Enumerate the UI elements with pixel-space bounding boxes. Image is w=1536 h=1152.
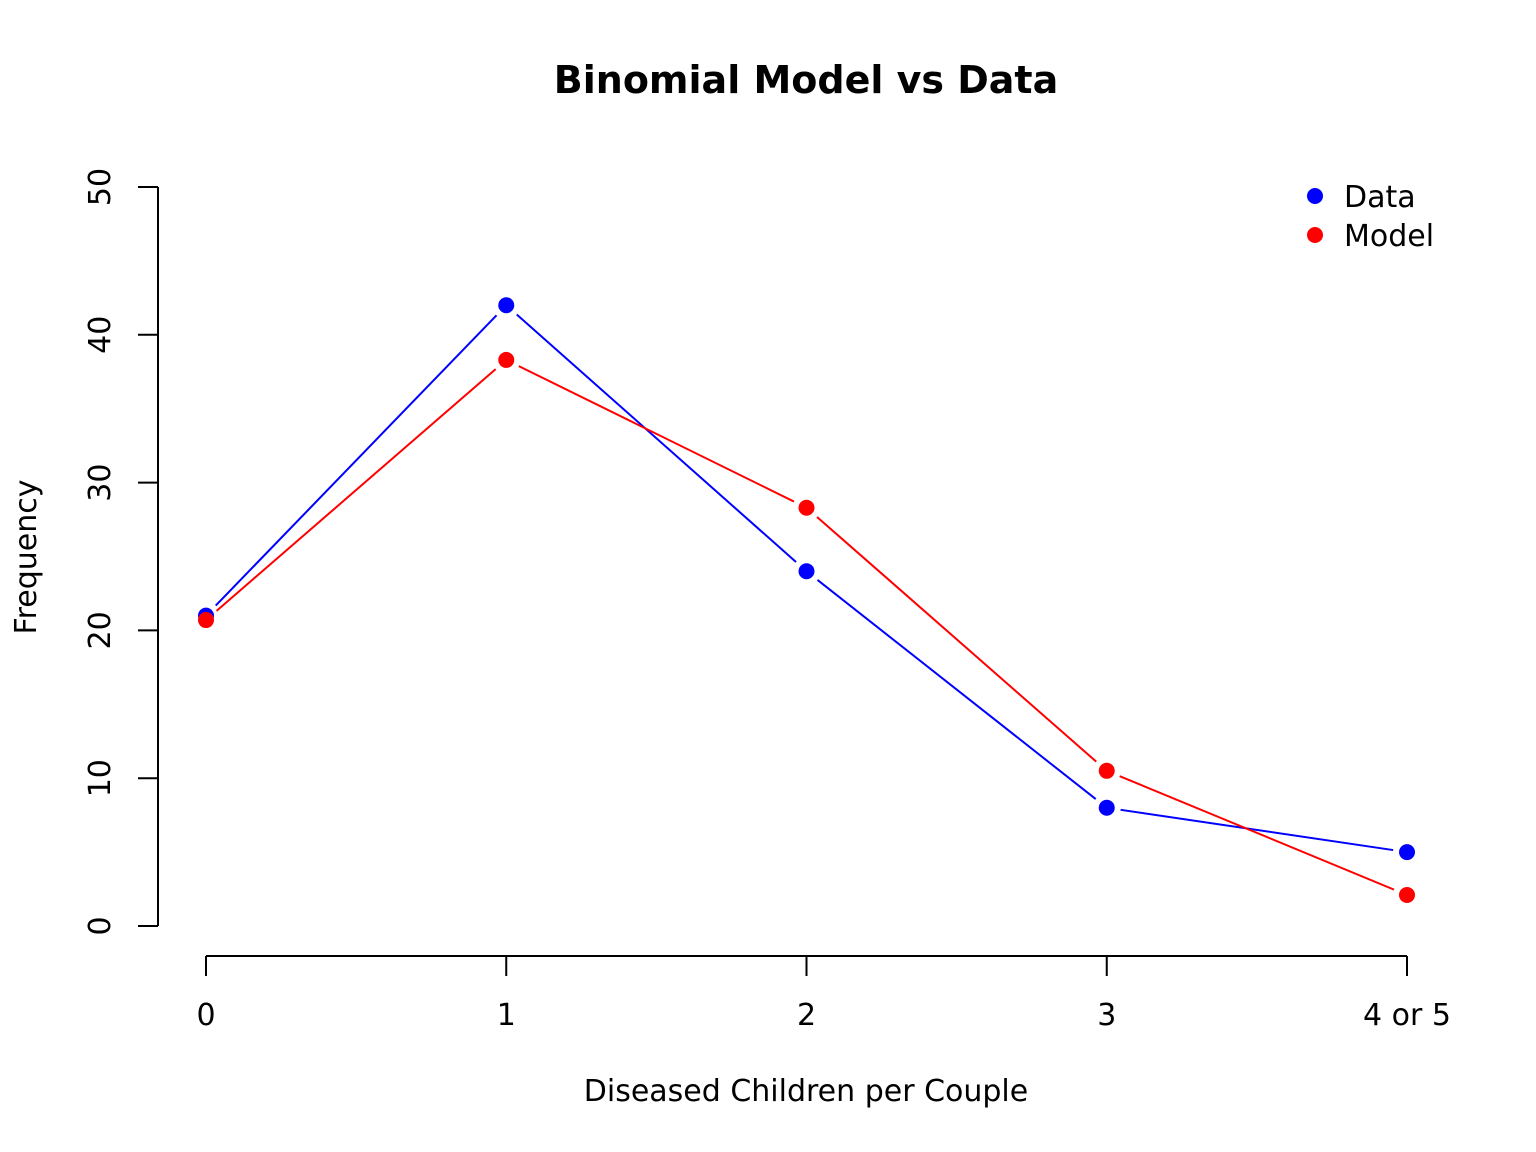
y-tick-label: 30 bbox=[83, 464, 118, 502]
x-axis-label: Diseased Children per Couple bbox=[584, 1074, 1028, 1109]
series-data bbox=[198, 297, 1415, 861]
series-line-segment bbox=[215, 314, 498, 607]
data-point bbox=[198, 612, 214, 629]
x-tick-label: 4 or 5 bbox=[1363, 998, 1451, 1033]
data-point bbox=[798, 499, 815, 516]
legend-marker-data bbox=[1307, 188, 1323, 204]
legend-marker-model bbox=[1307, 227, 1323, 243]
series-layer bbox=[198, 297, 1415, 903]
y-axis-label: Frequency bbox=[9, 480, 44, 635]
data-point bbox=[798, 563, 815, 580]
x-tick-label: 3 bbox=[1097, 998, 1116, 1033]
y-tick-label: 40 bbox=[83, 316, 118, 354]
x-tick-label: 0 bbox=[196, 998, 215, 1033]
y-tick-label: 0 bbox=[83, 916, 118, 935]
legend-label-data: Data bbox=[1344, 180, 1416, 215]
series-model bbox=[198, 351, 1415, 903]
x-axis: 0 1 2 3 4 or 5 bbox=[196, 955, 1451, 1033]
chart-title: Binomial Model vs Data bbox=[554, 58, 1058, 102]
legend: Data Model bbox=[1307, 180, 1434, 254]
series-line-segment bbox=[516, 313, 797, 563]
legend-label-model: Model bbox=[1344, 219, 1434, 254]
data-point bbox=[1098, 762, 1115, 779]
series-line-segment bbox=[215, 368, 497, 612]
x-tick-label: 1 bbox=[497, 998, 516, 1033]
data-point bbox=[498, 297, 515, 314]
y-axis: 0 10 20 30 40 50 bbox=[83, 168, 159, 936]
data-point bbox=[1399, 844, 1415, 861]
y-tick-label: 50 bbox=[83, 168, 118, 206]
series-line-segment bbox=[1120, 808, 1394, 852]
data-point bbox=[1399, 886, 1415, 903]
data-point bbox=[498, 351, 515, 368]
series-line-segment bbox=[1119, 775, 1395, 891]
series-line-segment bbox=[816, 516, 1097, 763]
series-line-segment bbox=[518, 365, 795, 503]
y-tick-label: 20 bbox=[83, 611, 118, 649]
y-tick-label: 10 bbox=[83, 759, 118, 797]
data-point bbox=[1098, 799, 1115, 816]
x-tick-label: 2 bbox=[797, 998, 816, 1033]
series-line-segment bbox=[816, 579, 1097, 800]
